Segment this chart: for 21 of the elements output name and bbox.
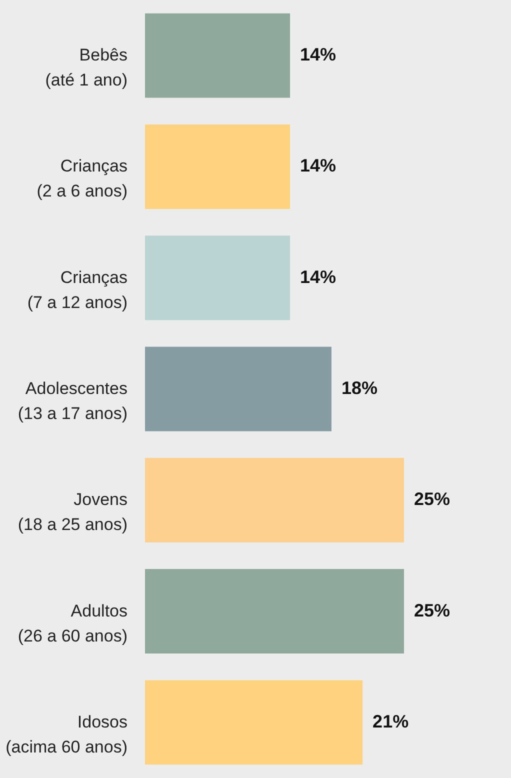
data-label: 25% <box>414 600 450 620</box>
y-tick-label: Adultos (26 a 60 anos) <box>18 601 128 646</box>
bar <box>145 680 363 765</box>
data-label: 14% <box>300 44 336 65</box>
bar <box>145 346 332 432</box>
data-label: 14% <box>300 266 336 287</box>
bar <box>145 124 290 209</box>
y-tick-label: Crianças (7 a 12 anos) <box>27 268 128 312</box>
bar <box>145 569 404 654</box>
data-label: 25% <box>414 489 450 510</box>
y-tick-label: Jovens (18 a 25 anos) <box>18 490 128 534</box>
bar <box>145 236 290 320</box>
y-tick-label: Bebês (até 1 ano) <box>45 46 128 90</box>
data-label: 14% <box>300 156 336 176</box>
bar <box>145 458 404 542</box>
data-label: 21% <box>372 711 409 732</box>
y-tick-label: Idosos (acima 60 anos) <box>6 712 128 756</box>
y-tick-label: Crianças (2 a 6 anos) <box>36 156 128 201</box>
bar <box>145 13 290 98</box>
y-tick-label: Adolescentes (13 a 17 anos) <box>18 379 128 423</box>
data-label: 18% <box>341 378 378 398</box>
